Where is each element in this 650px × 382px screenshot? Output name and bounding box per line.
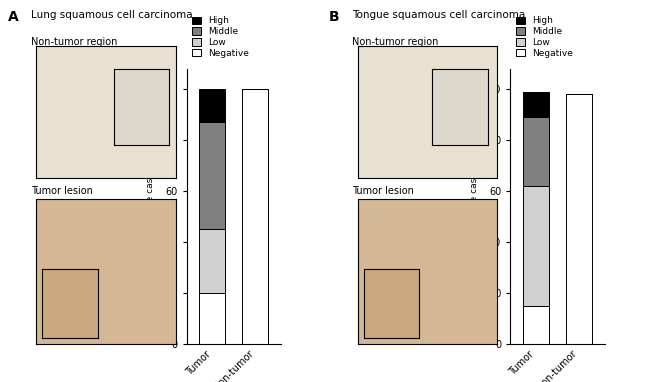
Bar — [200, 293, 225, 344]
Text: Lung squamous cell carcinoma: Lung squamous cell carcinoma — [31, 10, 193, 19]
Text: Tongue squamous cell carcinoma: Tongue squamous cell carcinoma — [352, 10, 526, 19]
Legend: High, Middle, Low, Negative: High, Middle, Low, Negative — [515, 16, 574, 59]
Bar — [523, 92, 549, 117]
Bar — [200, 122, 225, 229]
Bar — [242, 89, 268, 344]
Bar — [523, 186, 549, 306]
Text: Tumor lesion: Tumor lesion — [31, 186, 93, 196]
Y-axis label: ARL4C-positive cases (%): ARL4C-positive cases (%) — [146, 149, 155, 264]
Text: Non-tumor region: Non-tumor region — [352, 37, 439, 47]
Bar — [200, 229, 225, 293]
Text: A: A — [8, 10, 19, 24]
Bar — [523, 306, 549, 344]
Bar — [566, 94, 592, 344]
Text: B: B — [328, 10, 339, 24]
Bar — [200, 89, 225, 122]
Text: Non-tumor region: Non-tumor region — [31, 37, 118, 47]
Bar — [523, 117, 549, 186]
Y-axis label: ARL4C-positive cases (%): ARL4C-positive cases (%) — [470, 149, 478, 264]
Text: Tumor lesion: Tumor lesion — [352, 186, 414, 196]
Legend: High, Middle, Low, Negative: High, Middle, Low, Negative — [191, 16, 250, 59]
